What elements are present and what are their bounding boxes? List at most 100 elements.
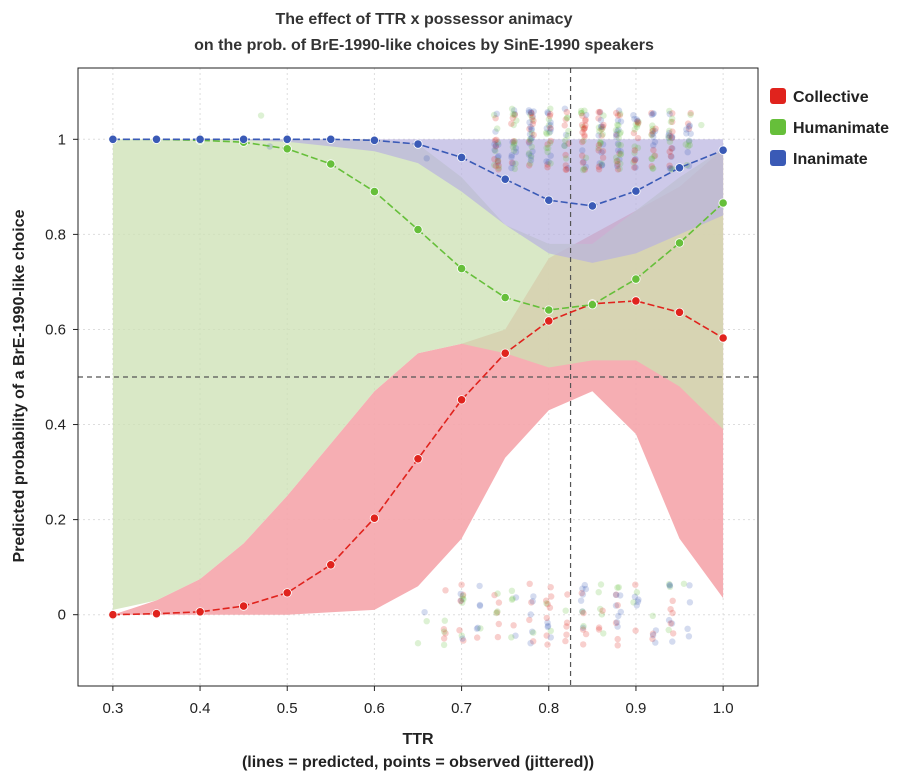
observed-point [528,130,535,137]
observed-point [617,141,624,149]
observed-point [649,127,657,134]
observed-point [527,135,535,142]
observed-point [648,131,655,138]
observed-point [650,165,657,172]
x-axis-ticks: 0.3 0.4 0.5 0.6 0.7 0.8 0.9 1.0 [102,686,734,717]
observed-point [599,607,606,614]
observed-point [595,141,603,149]
observed-point [508,596,516,603]
observed-point [544,641,551,648]
observed-point [632,581,639,588]
observed-point [614,157,621,164]
observed-point [599,125,606,132]
observed-point [666,580,673,588]
observed-point [512,160,519,167]
legend-swatch-collective [770,88,786,104]
observed-point [648,155,656,163]
observed-point [595,147,602,154]
observed-point [508,159,516,166]
observed-point [508,105,516,113]
observed-point [582,122,589,129]
observed-point [614,166,622,173]
observed-point [685,633,693,640]
observed-point [668,145,675,152]
observed-point [581,107,588,114]
observed-point [529,628,536,635]
point-collective [674,307,685,317]
observed-point [632,164,639,171]
y-tick-label: 0.2 [45,512,66,529]
observed-point [491,141,498,148]
observed-point [680,580,688,587]
observed-point [686,141,693,149]
observed-point [598,611,606,618]
observed-point [599,154,607,161]
observed-point [525,138,533,146]
observed-point [687,130,694,137]
observed-point [598,161,606,169]
observed-point [667,153,675,160]
observed-point [578,121,586,129]
x-axis-subtitle: (lines = predicted, points = observed (j… [242,754,594,771]
observed-point [492,162,499,170]
observed-point [595,124,603,131]
observed-point [579,166,587,174]
observed-point [459,599,466,606]
observed-point [579,147,586,154]
observed-point [616,130,623,137]
observed-point [616,111,624,119]
observed-point [665,129,673,137]
observed-point [474,634,481,641]
observed-points [257,105,705,649]
observed-point [509,160,517,167]
observed-point [544,164,551,171]
observed-point [577,597,585,604]
observed-point [670,630,677,637]
observed-point [581,131,588,139]
observed-point [512,632,519,639]
observed-point [668,134,676,142]
observed-point [667,118,675,126]
observed-point [595,626,603,633]
observed-point [528,109,535,117]
observed-point [685,123,693,130]
observed-point [579,152,586,159]
observed-point [667,620,674,627]
observed-point [581,133,588,140]
observed-point [511,165,518,173]
observed-point [423,618,430,625]
observed-point [648,109,655,117]
observed-point [666,165,674,172]
observed-point [512,145,520,152]
observed-point [614,121,621,128]
observed-point [669,638,676,645]
observed-point [582,630,590,638]
observed-point [561,122,568,129]
observed-point [525,107,533,114]
observed-point [494,590,501,597]
observed-point [631,147,638,154]
observed-point [441,617,448,624]
observed-point [595,624,603,631]
observed-point [473,625,481,632]
observed-point [669,128,676,135]
point-inanimate [151,134,162,144]
observed-point [668,620,676,627]
observed-point [494,139,502,146]
y-tick-label: 0 [58,607,66,624]
observed-point [665,626,672,634]
observed-point [613,109,620,117]
point-collective [718,333,728,343]
observed-point [508,634,515,641]
observed-point [512,594,520,601]
point-collective [456,395,467,405]
x-tick-label: 0.4 [190,700,211,717]
observed-point [526,616,533,624]
observed-point [510,139,518,147]
observed-point [530,638,537,645]
observed-point [634,144,642,151]
observed-point [544,601,551,608]
observed-point [650,110,657,117]
observed-point [545,158,552,166]
observed-point [651,138,659,146]
